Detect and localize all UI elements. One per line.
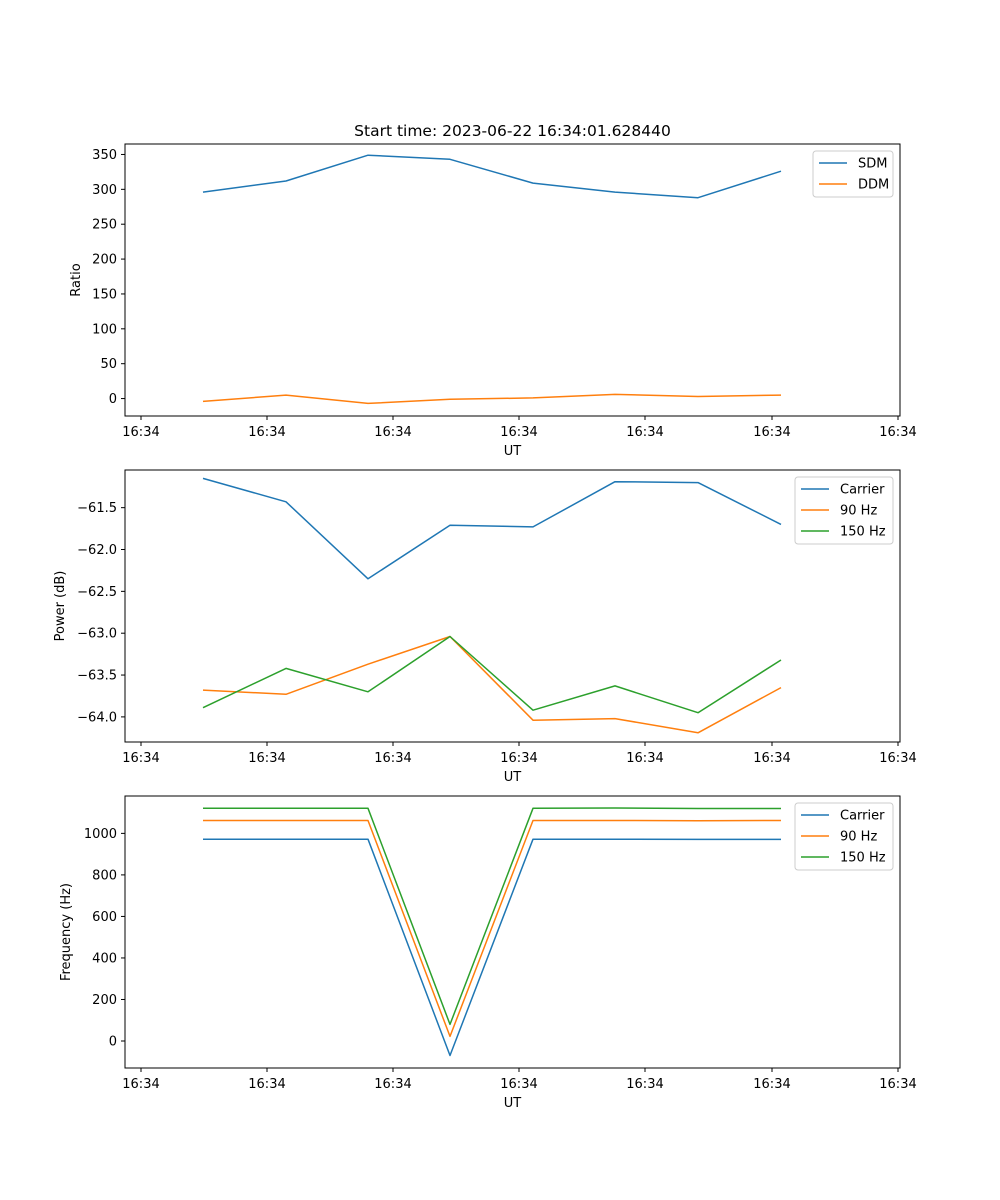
- y-tick-label: 300: [92, 183, 117, 198]
- y-tick-label: 400: [92, 951, 117, 966]
- y-tick-label: 50: [100, 357, 117, 372]
- series-line-3-150-hz: [203, 807, 781, 1026]
- y-tick-label: −61.5: [77, 501, 117, 516]
- x-tick-label: 16:34: [248, 751, 285, 766]
- x-tick-label: 16:34: [626, 751, 663, 766]
- y-tick-label: 600: [92, 910, 117, 925]
- legend-label: SDM: [858, 157, 887, 172]
- series-line-1-sdm: [202, 154, 782, 199]
- x-tick-label: 16:34: [374, 751, 411, 766]
- legend-box: [794, 802, 894, 871]
- legend-label: 150 Hz: [840, 525, 886, 540]
- y-tick-label: −62.5: [77, 585, 117, 600]
- series-line-2-carrier: [202, 477, 782, 580]
- x-tick-label: 16:34: [879, 1077, 916, 1092]
- x-tick-label: 16:34: [374, 425, 411, 440]
- y-axis-label: Power (dB): [53, 571, 68, 642]
- series-line-3-90-hz: [203, 819, 782, 1038]
- x-tick-label: 16:34: [374, 1077, 411, 1092]
- legend-label: 90 Hz: [840, 830, 877, 845]
- y-axis-label: Frequency (Hz): [59, 883, 74, 981]
- x-axis-label: UT: [504, 770, 522, 785]
- x-tick-label: 16:34: [626, 425, 663, 440]
- x-tick-label: 16:34: [122, 425, 159, 440]
- x-tick-label: 16:34: [500, 425, 537, 440]
- legend-label: Carrier: [840, 483, 885, 498]
- y-tick-label: 800: [92, 868, 117, 883]
- legend-label: Carrier: [840, 809, 885, 824]
- y-tick-label: 350: [92, 148, 117, 163]
- x-tick-label: 16:34: [753, 751, 790, 766]
- x-tick-label: 16:34: [626, 1077, 663, 1092]
- x-tick-label: 16:34: [879, 751, 916, 766]
- y-tick-label: −64.0: [77, 710, 117, 725]
- x-tick-label: 16:34: [753, 1077, 790, 1092]
- legend-box: [794, 476, 894, 545]
- x-tick-label: 16:34: [879, 425, 916, 440]
- x-tick-label: 16:34: [500, 1077, 537, 1092]
- legend-label: 90 Hz: [840, 504, 877, 519]
- series-line-2-90-hz: [202, 635, 782, 734]
- y-axis-label: Ratio: [69, 263, 84, 296]
- y-tick-label: 200: [92, 993, 117, 1008]
- series-line-1-ddm: [202, 393, 782, 405]
- y-tick-label: 250: [92, 218, 117, 233]
- y-tick-label: 1000: [84, 827, 117, 842]
- x-tick-label: 16:34: [753, 425, 790, 440]
- x-axis-label: UT: [504, 444, 522, 459]
- chart-title: Start time: 2023-06-22 16:34:01.628440: [354, 122, 671, 140]
- x-tick-label: 16:34: [248, 1077, 285, 1092]
- legend-label: DDM: [858, 178, 889, 193]
- y-tick-label: −63.0: [77, 627, 117, 642]
- x-tick-label: 16:34: [122, 751, 159, 766]
- legend-label: 150 Hz: [840, 851, 886, 866]
- y-tick-label: −63.5: [77, 669, 117, 684]
- y-tick-label: 0: [109, 1035, 117, 1050]
- x-tick-label: 16:34: [500, 751, 537, 766]
- y-tick-label: 200: [92, 253, 117, 268]
- x-axis-label: UT: [504, 1096, 522, 1111]
- axes-frame-1: [124, 143, 901, 417]
- y-tick-label: 100: [92, 322, 117, 337]
- y-tick-label: 150: [92, 287, 117, 302]
- series-line-3-carrier: [203, 838, 781, 1057]
- axes-frame-3: [124, 795, 901, 1069]
- y-tick-label: −62.0: [77, 543, 117, 558]
- axes-frame-2: [124, 469, 901, 743]
- y-tick-label: 0: [109, 392, 117, 407]
- series-line-2-150-hz: [202, 635, 782, 714]
- x-tick-label: 16:34: [122, 1077, 159, 1092]
- x-tick-label: 16:34: [248, 425, 285, 440]
